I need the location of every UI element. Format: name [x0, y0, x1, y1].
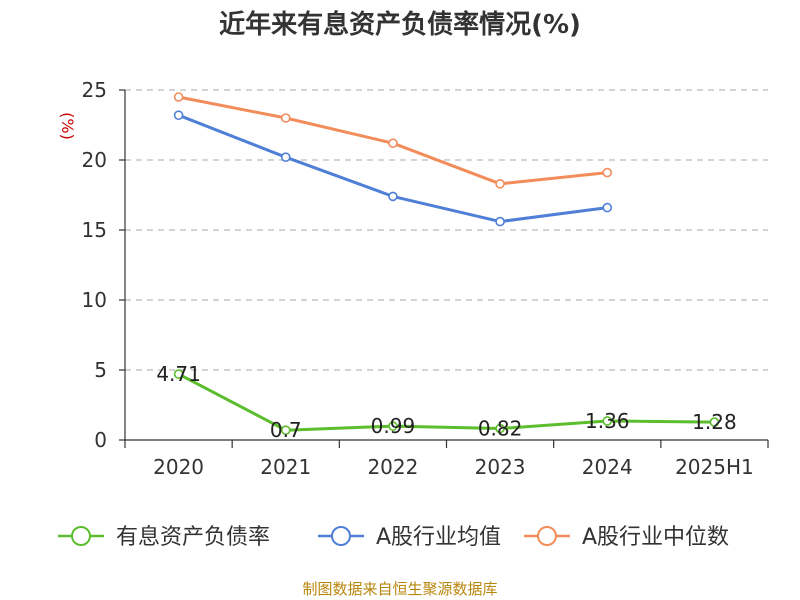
data-point: [173, 369, 184, 379]
y-axis-label: (%): [58, 112, 77, 140]
data-point: [495, 179, 505, 189]
data-point: [602, 202, 613, 213]
x-tick-label: 2025H1: [675, 455, 754, 479]
data-point: [173, 110, 184, 120]
data-label: 0.7: [270, 418, 302, 442]
y-tick-label: 20: [82, 148, 107, 172]
series-line: [178, 113, 608, 224]
legend-label: A股行业均值: [376, 525, 501, 550]
y-tick-label: 15: [82, 218, 107, 242]
y-tick-label: 25: [82, 78, 107, 102]
data-point: [280, 113, 291, 123]
data-point: [388, 138, 398, 148]
x-tick-label: 2024: [582, 455, 633, 479]
data-label: 4.71: [156, 362, 201, 386]
series-line: [177, 372, 715, 432]
legend-marker: [71, 526, 91, 546]
legend-label: A股行业中位数: [582, 525, 729, 550]
x-tick-label: 2020: [153, 455, 204, 479]
data-point: [709, 417, 720, 427]
data-point: [173, 92, 184, 102]
data-point: [388, 191, 398, 202]
axes: 0 5 10 15 20 25 2020 2021 2022 2023 2024 2025H1: [82, 78, 769, 479]
grid: [125, 89, 768, 371]
legend[interactable]: 有息资产负债率 A股行业均值 A股行业中位数: [58, 525, 729, 550]
data-point: [495, 216, 505, 227]
data-point: [602, 416, 613, 426]
x-tick-label: 2021: [260, 455, 311, 479]
y-tick-label: 10: [82, 288, 107, 312]
legend-marker: [331, 526, 351, 546]
legend-label: 有息资产负债率: [116, 525, 270, 550]
chart-title: 近年来有息资产负债率情况(%): [219, 9, 581, 40]
y-tick-label: 0: [94, 428, 107, 452]
legend-item[interactable]: A股行业中位数: [524, 525, 729, 550]
data-point: [280, 152, 291, 162]
data-point: [388, 421, 398, 431]
x-tick-label: 2022: [367, 455, 418, 479]
data-point: [602, 167, 613, 178]
data-point: [495, 423, 505, 434]
data-label: 1.28: [692, 410, 737, 434]
data-point: [280, 425, 291, 436]
data-label: 1.36: [585, 409, 630, 433]
data-labels: 4.71 0.7 0.99 0.82 1.36 1.28: [156, 362, 736, 442]
x-tick-label: 2023: [475, 455, 526, 479]
data-label: 0.82: [478, 417, 523, 441]
data-label: 0.99: [371, 414, 416, 438]
legend-item[interactable]: A股行业均值: [318, 525, 501, 550]
legend-marker: [537, 526, 557, 546]
legend-item[interactable]: 有息资产负债率: [58, 525, 270, 550]
y-tick-label: 5: [94, 358, 107, 382]
source-note: 制图数据来自恒生聚源数据库: [302, 580, 497, 598]
series: [173, 92, 720, 436]
